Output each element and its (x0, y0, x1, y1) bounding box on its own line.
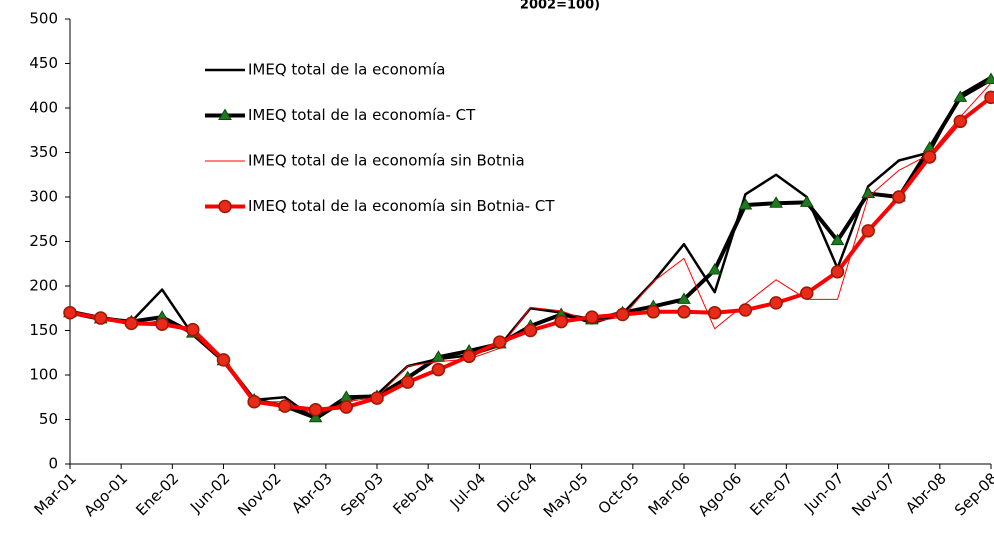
x-tick-label: Ago-06 (694, 469, 745, 520)
series-line (69, 95, 993, 412)
x-tick-label: Ene-07 (746, 469, 796, 519)
y-tick-label: 350 (29, 143, 58, 161)
point (339, 400, 354, 414)
point (799, 195, 814, 207)
point (830, 265, 845, 279)
x-tick-label: Jun-07 (800, 469, 847, 516)
point (155, 317, 169, 332)
point (769, 296, 783, 310)
x-tick-label: Sep-08 (951, 469, 994, 519)
point (218, 199, 232, 214)
point (308, 410, 323, 423)
point (523, 323, 538, 338)
x-tick-label: Mar-01 (31, 469, 80, 518)
point (247, 394, 261, 409)
point (124, 316, 139, 331)
point (800, 286, 814, 300)
point (677, 305, 691, 319)
point (738, 303, 753, 317)
point (308, 402, 323, 417)
point (769, 196, 783, 208)
point (186, 322, 200, 337)
x-tick-label: Jun-02 (186, 469, 233, 516)
x-tick-label: Sep-03 (337, 469, 387, 519)
point (707, 305, 722, 320)
y-tick-label: 450 (29, 54, 58, 72)
y-tick-label: 200 (29, 277, 58, 295)
point (462, 349, 476, 364)
x-tick-label: Nov-02 (234, 469, 284, 519)
point (585, 310, 599, 324)
chart-title: 2002=100) (520, 0, 600, 13)
y-tick-label: 150 (29, 321, 58, 339)
point (216, 353, 231, 367)
y-tick-label: 100 (29, 366, 58, 384)
x-tick-label: Oct-05 (594, 469, 642, 517)
point (218, 108, 232, 120)
point (830, 233, 845, 246)
point (646, 305, 661, 319)
legend-label: IMEQ total de la economía- CT (248, 106, 476, 124)
y-tick-label: 0 (48, 455, 58, 473)
point (738, 198, 753, 210)
point (861, 224, 875, 238)
point (431, 362, 446, 377)
x-tick-label: May-05 (540, 469, 592, 521)
x-tick-label: Abr-03 (288, 469, 336, 517)
point (984, 90, 994, 105)
x-tick-label: Mar-06 (645, 469, 694, 518)
y-tick-label: 500 (29, 10, 58, 28)
point (93, 311, 108, 325)
point (953, 90, 968, 102)
y-tick-label: 250 (29, 232, 58, 250)
point (63, 305, 77, 320)
y-tick-label: 50 (39, 410, 58, 428)
x-tick-label: Abr-08 (902, 469, 950, 517)
x-tick-label: Jul-04 (446, 469, 490, 513)
x-tick-label: Dic-04 (494, 469, 541, 516)
point (554, 314, 568, 329)
point (922, 150, 937, 164)
x-tick-label: Feb-04 (389, 469, 438, 518)
point (707, 263, 722, 275)
legend-label: IMEQ total de la economía (248, 61, 445, 79)
point (892, 190, 906, 204)
point (677, 292, 691, 304)
x-tick-label: Ene-02 (132, 469, 182, 519)
x-tick-label: Nov-07 (848, 469, 898, 519)
point (953, 114, 968, 129)
point (615, 307, 630, 322)
point (493, 335, 507, 349)
point (370, 391, 384, 405)
point (278, 399, 292, 413)
x-tick-label: Ago-01 (80, 469, 131, 520)
y-tick-label: 300 (29, 188, 58, 206)
legend-label: IMEQ total de la economía sin Botnia (248, 152, 525, 170)
y-tick-label: 400 (29, 99, 58, 117)
point (400, 375, 415, 389)
legend-label: IMEQ total de la economía sin Botnia- CT (248, 197, 555, 215)
